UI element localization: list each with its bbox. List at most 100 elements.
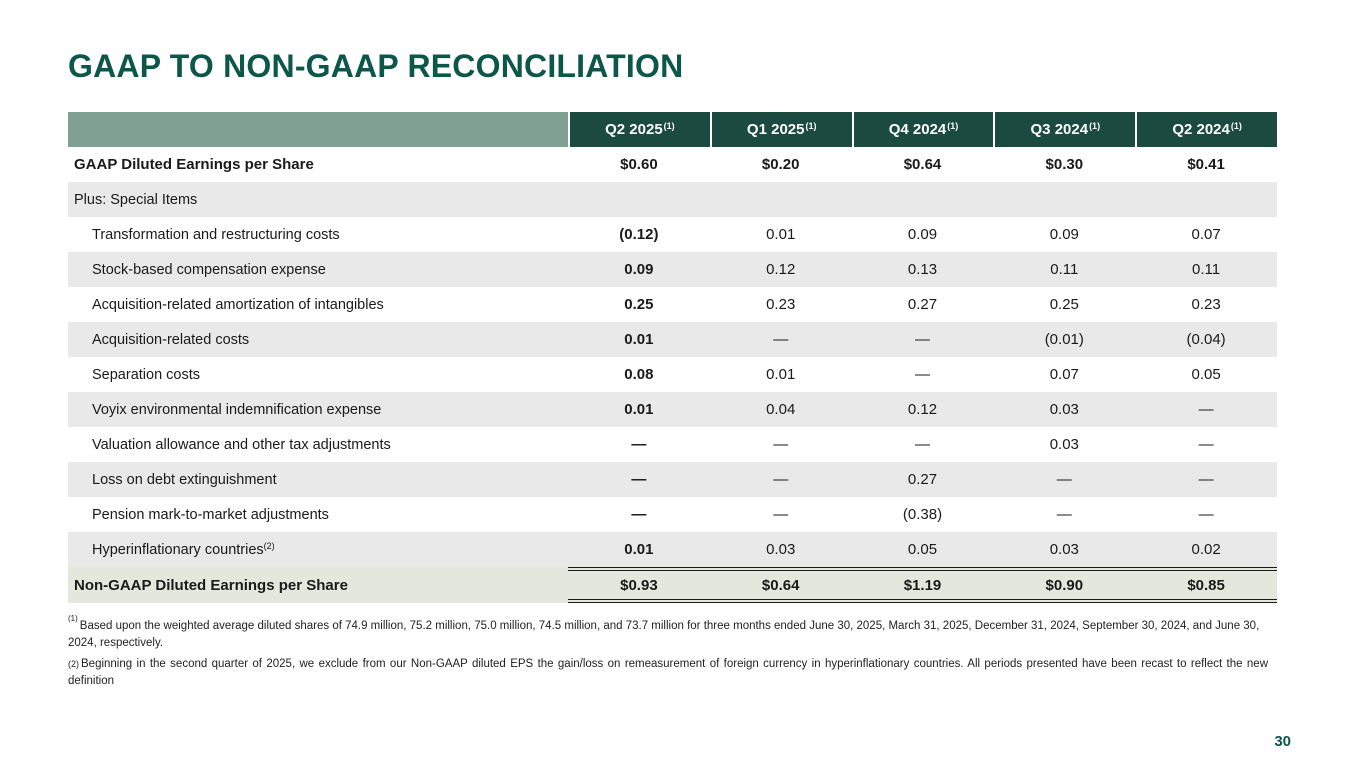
cell-value: 0.01: [624, 401, 654, 418]
cell-value: 0.09: [907, 226, 938, 243]
cell-value: 0.07: [1049, 366, 1079, 383]
cell-value: 0.25: [624, 296, 654, 313]
cell-value: —: [631, 506, 647, 523]
table-row: Non-GAAP Diluted Earnings per Share $0.93…: [68, 567, 1277, 603]
cell-value: —: [914, 366, 930, 383]
cell-value: $0.64: [903, 156, 942, 173]
row-values: 0.09 0.12 0.13 0.11 0.11: [568, 252, 1277, 287]
footnote-2-text: Beginning in the second quarter of 2025,…: [68, 658, 1268, 687]
cell-value: 0.03: [1049, 436, 1079, 453]
cell-value: —: [773, 436, 789, 453]
cell-value: —: [1198, 436, 1214, 453]
row-label: GAAP Diluted Earnings per Share: [74, 156, 314, 173]
row-values: 0.08 0.01 — 0.07 0.05: [568, 357, 1277, 392]
cell-value: —: [773, 471, 789, 488]
page-number: 30: [1274, 733, 1291, 750]
cell-value: 0.01: [624, 541, 654, 558]
row-label: Acquisition-related costs: [92, 331, 250, 348]
row-label: Separation costs: [92, 366, 201, 383]
footnote-2-marker: (2): [68, 659, 79, 669]
cell-value: 0.05: [1191, 366, 1221, 383]
section-row-label: Plus: Special Items: [74, 191, 198, 208]
cell-value: —: [914, 436, 930, 453]
table-row: GAAP Diluted Earnings per Share $0.60 $0.2…: [68, 147, 1277, 182]
row-values: — — (0.38) — —: [568, 497, 1277, 532]
table-row: Transformation and restructuring costs (0…: [68, 217, 1277, 252]
cell-value: 0.05: [907, 541, 938, 558]
cell-value: 0.11: [1192, 261, 1221, 278]
row-values: (0.12) 0.01 0.09 0.09 0.07: [568, 217, 1277, 252]
cell-value: 0.08: [624, 366, 654, 383]
cell-value: 0.23: [766, 296, 796, 313]
footnote-2: (2) Beginning in the second quarter of 20…: [68, 656, 1268, 689]
cell-value: 0.04: [766, 401, 796, 418]
row-label: Acquisition-related amortization of inta…: [92, 296, 384, 313]
row-values: — — 0.27 — —: [568, 462, 1277, 497]
cell-value: 0.01: [624, 331, 654, 348]
cell-value: 0.11: [1050, 261, 1079, 278]
row-label: Non-GAAP Diluted Earnings per Share: [74, 576, 348, 594]
cell-value: (0.38): [902, 506, 943, 523]
cell-value: 0.03: [1049, 541, 1079, 558]
row-values: 0.01 — — (0.01) (0.04): [568, 322, 1277, 357]
table-row: Plus: Special Items: [68, 182, 1277, 217]
table-row: Voyix environmental indemnification expe…: [68, 392, 1277, 427]
cell-value: 0.25: [1049, 296, 1079, 313]
cell-value: —: [1056, 506, 1072, 523]
cell-value: $1.19: [903, 576, 942, 594]
cell-value: 0.01: [766, 366, 796, 383]
table-header-row: Q2 2025 (1) Q1 2025 (1) Q4 2024 (1) Q3 2024 (1)…: [68, 112, 1277, 147]
cell-value: $0.64: [761, 576, 800, 594]
footnote-1: (1)Based upon the weighted average dilut…: [68, 614, 1268, 651]
row-label: Transformation and restructuring costs: [92, 226, 340, 243]
cell-value: $0.90: [1045, 576, 1084, 594]
cell-value: 0.27: [907, 471, 938, 488]
cell-value: (0.12): [619, 226, 659, 243]
reconciliation-table: Q2 2025 (1) Q1 2025 (1) Q4 2024 (1) Q3 2024 (1)…: [68, 112, 1277, 603]
table-header-spacer: [68, 112, 568, 147]
cell-value: 0.23: [1191, 296, 1221, 313]
column-header-q2-2025: Q2 2025 (1): [570, 112, 710, 147]
cell-value: —: [1198, 506, 1214, 523]
cell-value: 0.03: [1049, 401, 1079, 418]
row-values: 0.01 0.03 0.05 0.03 0.02: [568, 532, 1277, 567]
cell-value: 0.12: [766, 261, 796, 278]
cell-value: —: [631, 436, 647, 453]
cell-value: 0.02: [1191, 541, 1221, 558]
cell-value: 0.27: [907, 296, 938, 313]
cell-value: $0.85: [1187, 576, 1225, 594]
cell-value: —: [1198, 401, 1214, 418]
cell-value: 0.01: [766, 226, 796, 243]
page-title: GAAP TO NON-GAAP RECONCILIATION: [68, 48, 684, 84]
row-values: $0.60 $0.20 $0.64 $0.30 $0.41: [568, 147, 1277, 182]
row-label: Loss on debt extinguishment: [92, 471, 277, 488]
table-row: Valuation allowance and other tax adjust…: [68, 427, 1277, 462]
row-values: — — — 0.03 —: [568, 427, 1277, 462]
column-header-q4-2024: Q4 2024 (1): [853, 112, 994, 147]
row-label: Hyperinflationary countries (2): [92, 540, 275, 558]
cell-value: (0.04): [1186, 331, 1226, 348]
cell-value: $0.93: [620, 576, 658, 594]
cell-value: 0.03: [766, 541, 796, 558]
row-values: $0.93 $0.64 $1.19 $0.90 $0.85: [568, 567, 1277, 603]
footnote-1-marker: (1): [68, 614, 78, 623]
row-label: Pension mark-to-market adjustments: [92, 506, 329, 523]
row-values: 0.01 0.04 0.12 0.03 —: [568, 392, 1277, 427]
cell-value: —: [1056, 471, 1072, 488]
table-row: Stock-based compensation expense 0.09 0.12…: [68, 252, 1277, 287]
cell-value: 0.12: [907, 401, 938, 418]
row-label: Stock-based compensation expense: [92, 261, 326, 278]
table-row: Hyperinflationary countries (2) 0.01 0.03 0.…: [68, 532, 1277, 567]
cell-value: 0.13: [907, 261, 938, 278]
table-row: Acquisition-related costs 0.01 — — (0.01) (0.…: [68, 322, 1277, 357]
cell-value: 0.07: [1191, 226, 1221, 243]
table-row: Acquisition-related amortization of inta…: [68, 287, 1277, 322]
column-header-q3-2024: Q3 2024 (1): [995, 112, 1136, 147]
cell-value: —: [773, 331, 789, 348]
cell-value: $0.60: [620, 156, 658, 173]
cell-value: —: [773, 506, 789, 523]
footnote-1-text: Based upon the weighted average diluted …: [68, 619, 1260, 649]
cell-value: $0.41: [1187, 156, 1225, 173]
row-label: Voyix environmental indemnification expe…: [92, 401, 382, 418]
